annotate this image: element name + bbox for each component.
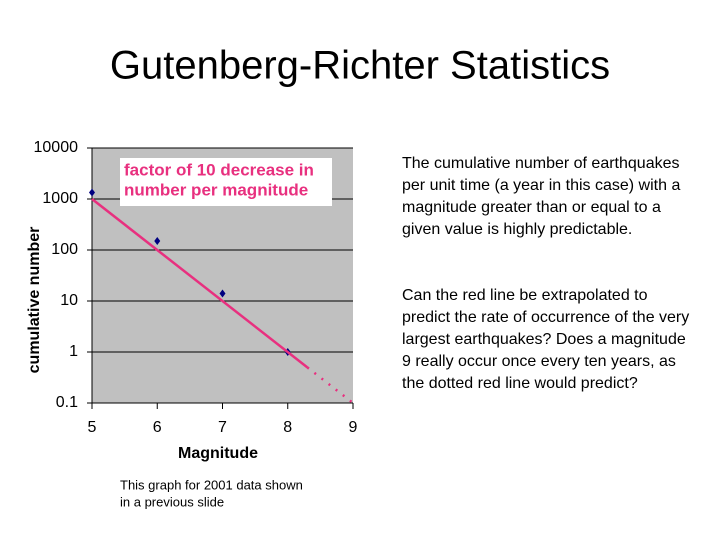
annotation: number per magnitude bbox=[124, 180, 308, 199]
x-tick-label: 9 bbox=[349, 419, 358, 436]
annotation: factor of 10 decrease in bbox=[124, 160, 314, 179]
y-tick-label: 1000 bbox=[42, 190, 78, 207]
data-point bbox=[219, 289, 226, 298]
x-tick-label: 6 bbox=[153, 419, 162, 436]
x-tick-label: 7 bbox=[218, 419, 227, 436]
fit-line bbox=[306, 366, 354, 404]
x-tick-label: 5 bbox=[88, 419, 97, 436]
slide-title: Gutenberg-Richter Statistics bbox=[110, 44, 610, 88]
y-tick-label: 100 bbox=[51, 241, 78, 258]
y-axis-label: cumulative number bbox=[26, 227, 43, 374]
x-axis-label: Magnitude bbox=[178, 445, 258, 462]
data-point bbox=[154, 237, 161, 246]
y-tick-label: 10 bbox=[60, 292, 78, 309]
y-tick-label: 10000 bbox=[34, 139, 79, 156]
y-tick-label: 1 bbox=[69, 343, 78, 360]
caption: in a previous slide bbox=[120, 494, 224, 509]
y-tick-label: 0.1 bbox=[56, 394, 78, 411]
fit-line bbox=[91, 198, 309, 369]
annotation-box bbox=[120, 158, 332, 206]
paragraph: Can the red line be extrapolated to pred… bbox=[402, 287, 690, 392]
data-point bbox=[89, 188, 95, 197]
paragraph: The cumulative number of earthquakes per… bbox=[402, 155, 681, 238]
caption: This graph for 2001 data shown bbox=[120, 477, 303, 492]
x-tick-label: 8 bbox=[283, 419, 292, 436]
